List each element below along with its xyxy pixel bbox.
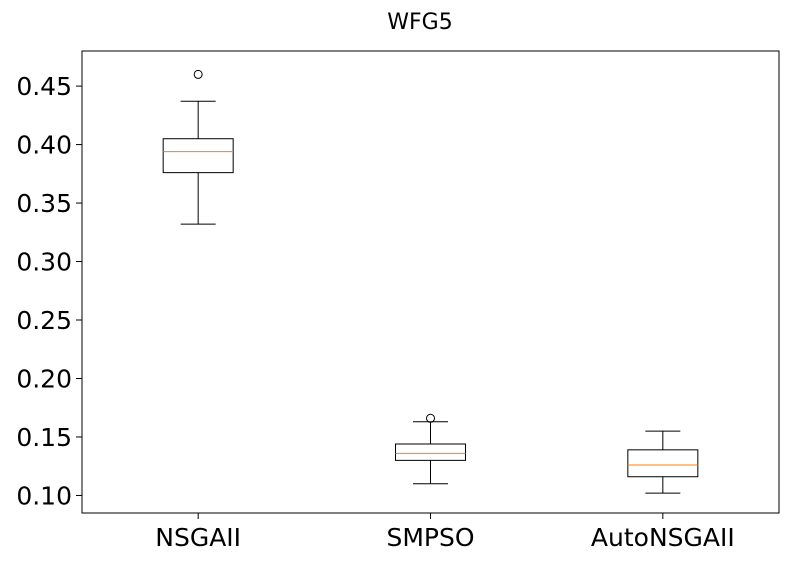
box-smpso [395,413,466,485]
box-iqr [395,443,466,461]
y-tick-label: 0.25 [16,306,72,335]
y-tick-label: 0.10 [16,481,72,510]
box-nsgaii [162,69,234,225]
outlier-point [193,69,203,79]
box-iqr [162,138,234,174]
y-tick-label: 0.30 [16,248,72,277]
y-tick-label: 0.35 [16,189,72,218]
chart-title: WFG5 [387,10,452,35]
x-tick-label: SMPSO [386,523,474,552]
x-tick-label: NSGAII [155,523,241,552]
box-series [162,69,699,494]
x-axis: NSGAII SMPSO AutoNSGAII [155,513,735,552]
outlier-point [426,413,435,423]
y-axis: 0.10 0.15 0.20 0.25 0.30 0.35 0.40 0.45 [16,72,82,510]
y-tick-label: 0.45 [16,72,72,101]
y-tick-label: 0.40 [16,131,72,160]
x-tick-label: AutoNSGAII [591,523,735,552]
box-iqr [627,449,699,478]
box-autonsgaii [627,430,699,494]
y-tick-label: 0.15 [16,423,72,452]
y-tick-label: 0.20 [16,364,72,393]
